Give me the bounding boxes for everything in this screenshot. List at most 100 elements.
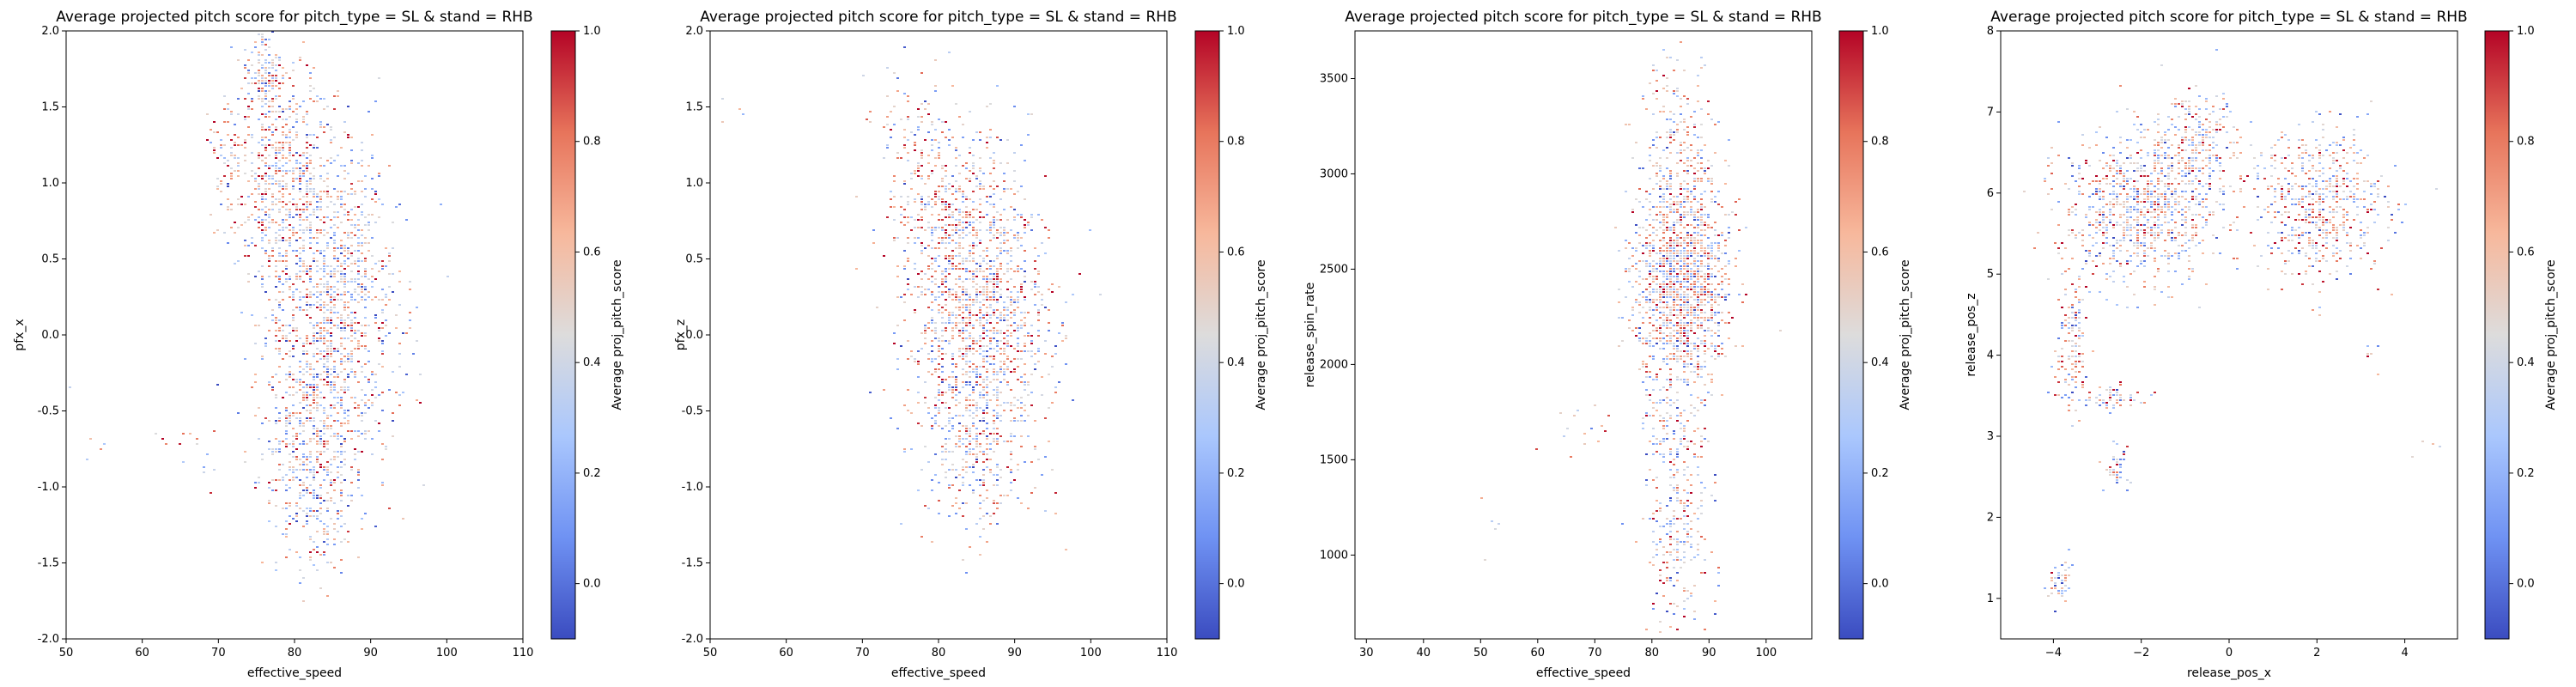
- heatmap-cell: [917, 296, 920, 298]
- heatmap-cell: [223, 144, 226, 146]
- heatmap-cell: [323, 423, 325, 424]
- heatmap-cell: [354, 459, 356, 460]
- heatmap-cell: [292, 386, 295, 388]
- heatmap-cell: [285, 72, 288, 74]
- heatmap-cell: [1020, 402, 1023, 404]
- heatmap-cell: [381, 322, 384, 324]
- heatmap-cell: [993, 312, 995, 313]
- heatmap-cell: [316, 237, 319, 239]
- heatmap-cell: [337, 198, 339, 200]
- heatmap-cell: [275, 340, 277, 342]
- heatmap-cell: [955, 435, 957, 437]
- heatmap-cell: [316, 441, 319, 442]
- heatmap-cell: [979, 366, 981, 368]
- heatmap-cell: [316, 137, 319, 138]
- heatmap-cell: [278, 88, 281, 89]
- heatmap-cell: [261, 423, 264, 424]
- heatmap-cell: [227, 165, 229, 167]
- heatmap-cell: [271, 386, 274, 388]
- heatmap-cell: [1030, 281, 1033, 283]
- heatmap-cell: [302, 196, 305, 198]
- heatmap-cell: [234, 170, 236, 172]
- heatmap-cell: [258, 175, 260, 177]
- heatmap-cell: [264, 193, 267, 195]
- heatmap-cell: [340, 345, 343, 347]
- heatmap-cell: [996, 386, 999, 388]
- heatmap-cell: [958, 332, 961, 334]
- heatmap-cell: [938, 286, 940, 288]
- heatmap-cell: [972, 201, 975, 203]
- heatmap-cell: [993, 193, 995, 195]
- x-tick-label: 80: [288, 647, 302, 660]
- heatmap-cell: [945, 309, 947, 311]
- heatmap-cell: [1645, 260, 1648, 262]
- heatmap-cell: [996, 343, 999, 344]
- heatmap-cell: [893, 106, 896, 107]
- heatmap-cell: [313, 335, 315, 337]
- heatmap-cell: [306, 469, 308, 471]
- heatmap-cell: [282, 188, 284, 190]
- heatmap-cell: [275, 562, 277, 563]
- heatmap-cell: [289, 350, 291, 352]
- heatmap-cell: [1680, 185, 1682, 187]
- heatmap-cell: [299, 379, 301, 380]
- heatmap-cell: [309, 307, 312, 308]
- heatmap-cell: [958, 219, 961, 221]
- heatmap-cell: [302, 281, 305, 283]
- heatmap-cell: [982, 258, 985, 259]
- heatmap-cell: [337, 477, 339, 478]
- heatmap-cell: [969, 319, 971, 321]
- heatmap-cell: [347, 410, 349, 411]
- heatmap-cell: [934, 332, 937, 334]
- heatmap-cell: [1003, 319, 1005, 321]
- heatmap-cell: [1010, 317, 1012, 319]
- heatmap-cell: [1690, 394, 1692, 396]
- heatmap-cell: [230, 155, 233, 156]
- heatmap-cell: [354, 371, 356, 373]
- heatmap-cell: [330, 157, 332, 159]
- heatmap-cell: [962, 340, 964, 342]
- heatmap-cell: [1048, 322, 1050, 324]
- heatmap-cell: [282, 464, 284, 465]
- heatmap-cell: [330, 271, 332, 272]
- heatmap-cell: [958, 314, 961, 316]
- heatmap-cell: [347, 423, 349, 424]
- heatmap-cell: [306, 193, 308, 195]
- heatmap-cell: [924, 402, 927, 404]
- heatmap-cell: [1061, 322, 1064, 324]
- heatmap-cell: [934, 139, 937, 141]
- heatmap-cell: [883, 126, 885, 128]
- heatmap-cell: [155, 433, 157, 435]
- heatmap-cell: [920, 348, 923, 350]
- heatmap-cell: [989, 340, 992, 342]
- heatmap-cell: [302, 204, 305, 205]
- heatmap-cell: [364, 345, 367, 347]
- heatmap-cell: [941, 322, 944, 324]
- heatmap-cell: [189, 433, 191, 435]
- heatmap-cell: [972, 417, 975, 419]
- heatmap-cell: [292, 477, 295, 478]
- heatmap-cell: [333, 307, 336, 308]
- heatmap-cell: [289, 211, 291, 213]
- heatmap-cell: [354, 322, 356, 324]
- heatmap-cell: [237, 165, 240, 167]
- heatmap-cell: [347, 301, 349, 303]
- heatmap-cell: [1717, 330, 1720, 331]
- heatmap-cell: [292, 234, 295, 236]
- heatmap-cell: [969, 430, 971, 432]
- heatmap-cell: [1010, 301, 1012, 303]
- heatmap-cell: [316, 407, 319, 409]
- heatmap-cell: [1652, 415, 1655, 416]
- heatmap-cell: [920, 332, 923, 334]
- heatmap-cell: [343, 379, 346, 380]
- heatmap-cell: [388, 260, 391, 262]
- heatmap-cell: [319, 283, 322, 285]
- heatmap-cell: [350, 219, 353, 221]
- heatmap-cell: [989, 260, 992, 262]
- heatmap-cell: [254, 219, 257, 221]
- heatmap-cell: [1003, 250, 1005, 252]
- heatmap-cell: [275, 330, 277, 331]
- heatmap-cell: [986, 428, 988, 429]
- heatmap-cell: [1693, 198, 1696, 200]
- heatmap-cell: [289, 289, 291, 290]
